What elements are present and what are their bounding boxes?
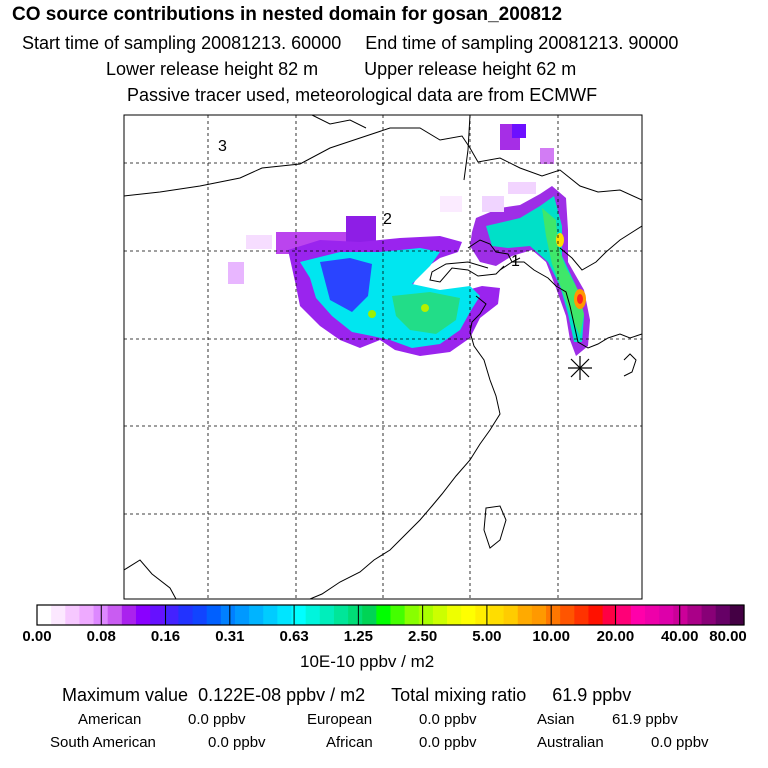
plume-cell [346,216,376,242]
upper-height-label: Upper release height 62 m [364,59,577,79]
coastline [124,559,177,599]
sampling-times: Start time of sampling 20081213. 60000 En… [22,33,678,54]
lower-height-label: Lower release height 82 m [106,59,319,79]
start-time-label: Start time of sampling 20081213. 60000 [22,33,342,53]
african-label: African [326,734,373,751]
colorbar-tick-label: 80.00 [709,628,747,645]
plume-cell [482,196,504,212]
african-value: 0.0 ppbv [419,734,477,751]
coastline [429,261,505,283]
plume-cell [246,235,272,249]
south-american-value: 0.0 ppbv [208,734,266,751]
region-marker-1: 1 [511,253,520,270]
european-value: 0.0 ppbv [419,711,477,728]
coastlines [124,115,642,599]
plume-hotspot [556,233,564,247]
coastline [309,295,501,599]
south-american-label: South American [50,734,156,751]
colorbar-tick-label: 0.16 [150,628,181,645]
colorbar-tick-label: 0.08 [86,628,116,645]
receptor-marker [568,356,592,380]
concentration-plume [228,124,590,356]
american-label: American [78,711,142,728]
total-mixing-label: Total mixing ratio [391,685,527,705]
colorbar-units: 10E-10 ppbv / m2 [300,652,435,671]
chart-title: CO source contributions in nested domain… [12,4,563,25]
release-heights: Lower release height 82 m Upper release h… [106,59,576,80]
max-and-total: Maximum value 0.122E-08 ppbv / m2 Total m… [62,685,631,706]
colorbar-tick-label: 20.00 [596,628,635,645]
border-line [463,115,471,181]
colorbar-tick-labels: 0.00 0.08 0.16 0.31 0.63 1.25 2.50 5.00 10.00 20.… [0,628,768,652]
plume-region [542,208,584,336]
colorbar-tick-label: 0.31 [215,628,245,645]
plume-cell [512,124,526,138]
plume-region [320,258,372,312]
colorbar-tick-label: 2.50 [408,628,438,645]
american-value: 0.0 ppbv [188,711,246,728]
region-marker-2: 2 [383,211,392,228]
plume-hotspot [368,310,376,318]
plume-region [486,196,584,342]
coastline [499,261,642,349]
border-line [124,127,642,201]
plume-cell [508,182,536,194]
island-outline [483,505,507,549]
colorbar-tick-label: 0.63 [279,628,309,645]
australian-value: 0.0 ppbv [651,734,709,751]
tracer-info: Passive tracer used, meteorological data… [127,85,598,105]
colorbar-tick-label: 0.00 [22,628,52,645]
plume-cell [540,148,554,164]
plume-hotspot [577,294,583,304]
coastline [623,353,637,377]
max-value-label: Maximum value [62,685,189,705]
colorbar-tick-label: 10.00 [532,628,570,645]
max-value: 0.122E-08 ppbv / m2 [198,685,366,705]
plume-cell [228,262,244,284]
colorbar-tick-label: 5.00 [472,628,502,645]
coastline [559,225,642,271]
australian-label: Australian [537,734,604,751]
map-frame [123,114,643,600]
colorbar-tick-label: 40.00 [660,628,699,645]
plume-hotspot [421,304,429,312]
plume-region [392,292,460,334]
border-line [311,115,367,129]
lat-lon-grid [124,115,642,599]
end-time-label: End time of sampling 20081213. 90000 [365,33,679,53]
european-label: European [307,711,373,728]
colorbar-tick-label: 1.25 [343,628,373,645]
region-marker-3: 3 [218,138,227,155]
total-mixing-value: 61.9 ppbv [552,685,632,705]
plume-cell [440,196,462,212]
asian-label: Asian [537,711,575,728]
coastline [467,239,521,263]
asian-value: 61.9 ppbv [612,711,678,728]
